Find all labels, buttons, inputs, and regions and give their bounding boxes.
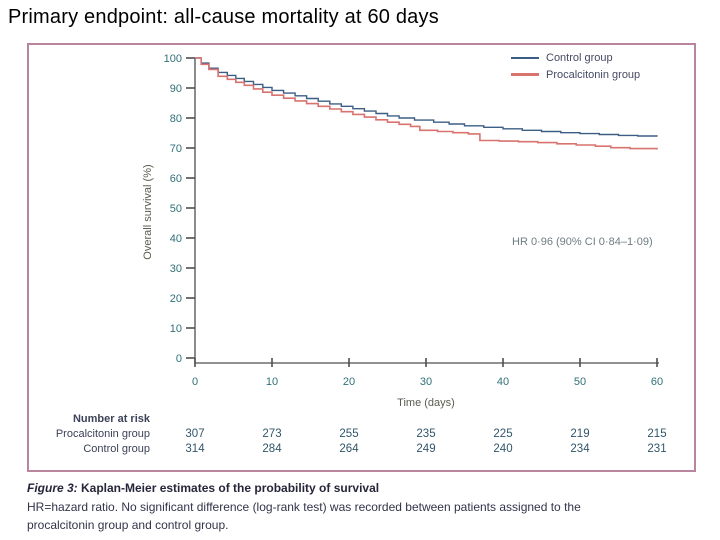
risk-row-procalcitonin: Procalcitonin group 307 273 255 235 225 219 21… <box>29 428 694 442</box>
number-at-risk-header: Number at risk <box>72 413 150 425</box>
page-title: Primary endpoint: all-cause mortality at… <box>8 6 439 28</box>
risk-value: 231 <box>647 443 667 455</box>
control-line-swatch-icon <box>511 56 539 59</box>
figure-box: Overall survival (%) Time (days) 0 10 20 30… <box>27 43 696 472</box>
svg-text:30: 30 <box>420 376 432 388</box>
figure-caption: Figure 3: Kaplan-Meier estimates of the … <box>27 479 631 535</box>
svg-text:0: 0 <box>176 353 182 365</box>
procalcitonin-line-swatch-icon <box>511 72 539 77</box>
km-plot-area: 0 10 20 30 40 50 60 70 80 90 100 0 10 20 30 40 50 60 <box>164 53 663 388</box>
svg-text:40: 40 <box>497 376 509 388</box>
chart-legend: Control group Procalcitonin group <box>511 49 640 83</box>
legend-label: Procalcitonin group <box>546 68 641 81</box>
svg-text:50: 50 <box>574 376 586 388</box>
risk-value: 307 <box>185 428 205 440</box>
figure-caption-label: Figure 3: <box>27 481 78 495</box>
risk-value: 273 <box>262 428 282 440</box>
risk-value: 225 <box>493 428 513 440</box>
risk-value: 235 <box>416 428 436 440</box>
svg-text:70: 70 <box>170 143 182 155</box>
svg-text:20: 20 <box>343 376 355 388</box>
svg-text:50: 50 <box>170 203 182 215</box>
svg-text:60: 60 <box>651 376 663 388</box>
svg-text:60: 60 <box>170 173 182 185</box>
svg-text:0: 0 <box>192 376 198 388</box>
svg-text:20: 20 <box>170 293 182 305</box>
risk-value: 255 <box>339 428 359 440</box>
risk-value: 314 <box>185 443 205 455</box>
risk-value: 284 <box>262 443 282 455</box>
hazard-ratio-annotation: HR 0·96 (90% CI 0·84–1·09) <box>512 236 653 248</box>
svg-text:30: 30 <box>170 263 182 275</box>
risk-row-label: Procalcitonin group <box>55 428 150 440</box>
legend-item-procalcitonin: Procalcitonin group <box>511 66 640 83</box>
risk-value: 264 <box>339 443 359 455</box>
legend-item-control: Control group <box>511 49 640 66</box>
svg-text:40: 40 <box>170 233 182 245</box>
svg-text:10: 10 <box>170 323 182 335</box>
risk-value: 234 <box>570 443 590 455</box>
y-axis-title: Overall survival (%) <box>142 164 154 259</box>
risk-value: 249 <box>416 443 436 455</box>
svg-text:90: 90 <box>170 83 182 95</box>
legend-label: Control group <box>546 51 613 64</box>
risk-row-label: Control group <box>83 443 150 455</box>
figure-caption-title: Kaplan-Meier estimates of the probabilit… <box>77 481 380 495</box>
risk-value: 240 <box>493 443 513 455</box>
svg-text:80: 80 <box>170 113 182 125</box>
svg-text:10: 10 <box>266 376 278 388</box>
figure-caption-notes: HR=hazard ratio. No significant differen… <box>27 499 581 533</box>
risk-value: 215 <box>647 428 667 440</box>
km-chart-svg: Overall survival (%) Time (days) 0 10 20 30… <box>142 53 663 409</box>
x-axis-title: Time (days) <box>397 397 455 409</box>
svg-text:100: 100 <box>164 53 182 65</box>
risk-row-control: Control group 314 284 264 249 240 234 231 <box>29 443 694 457</box>
risk-value: 219 <box>570 428 590 440</box>
